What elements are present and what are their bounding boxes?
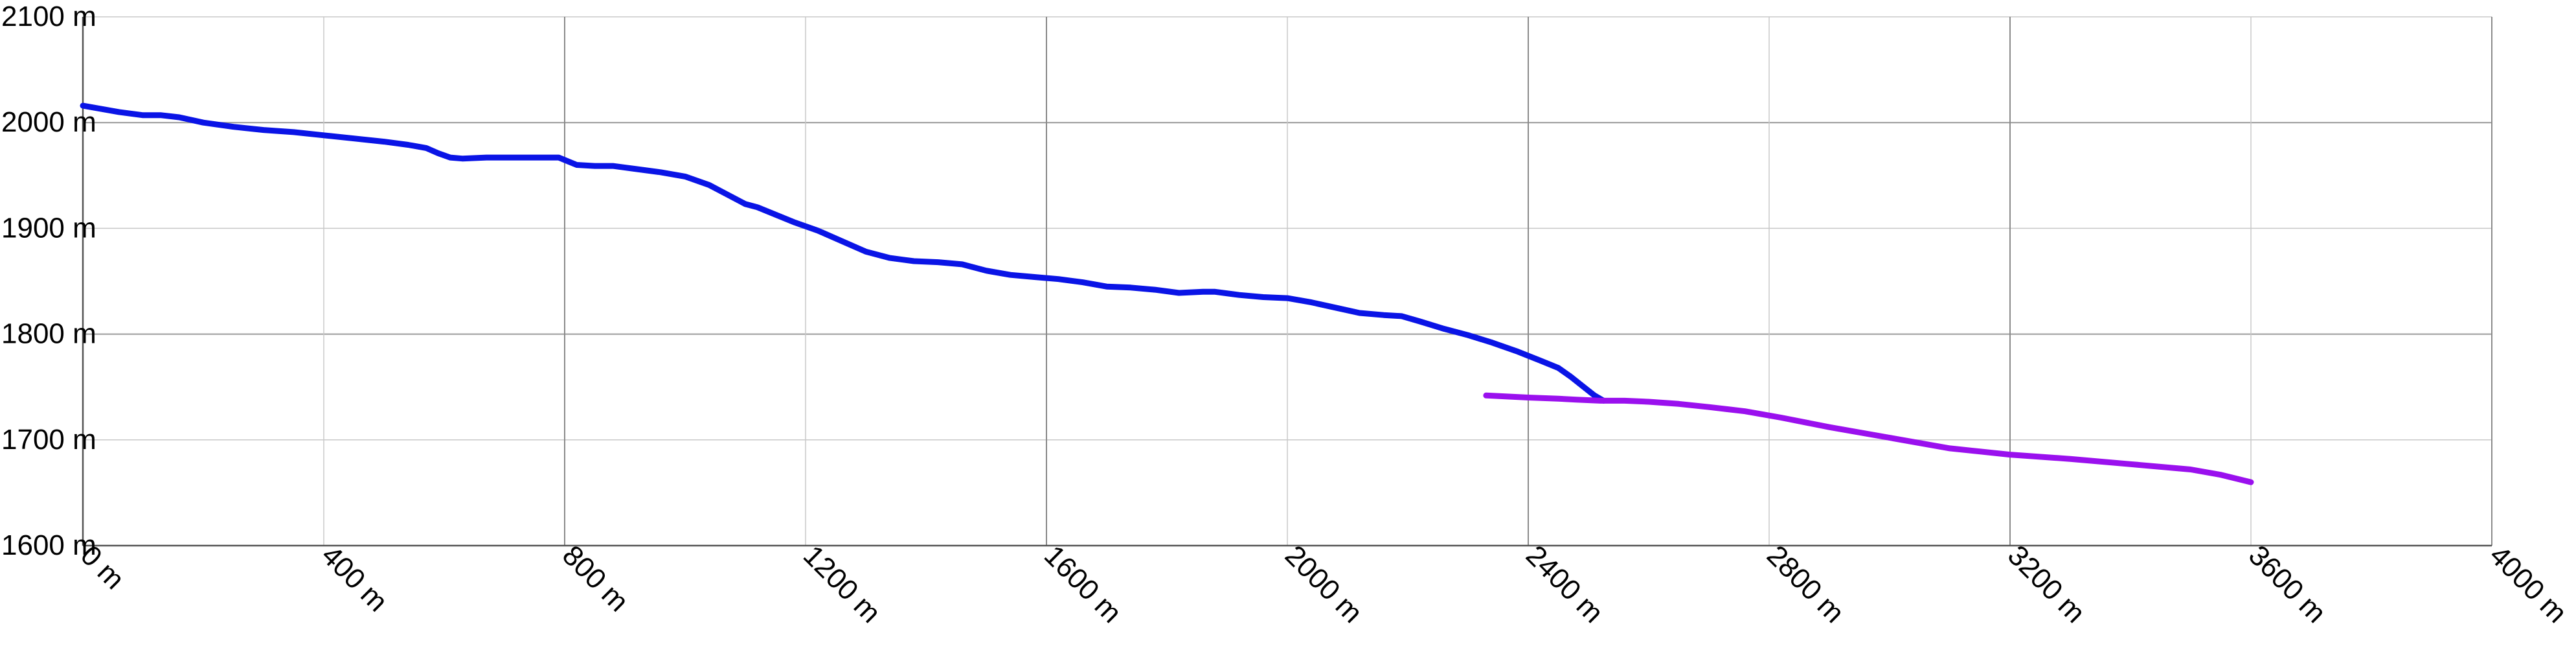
y-tick-label: 1800 m xyxy=(1,318,96,350)
series-lines xyxy=(80,102,2254,485)
y-tick-label: 1700 m xyxy=(1,424,96,456)
x-tick-label: 2400 m xyxy=(1520,539,1609,629)
x-tick-label: 4000 m xyxy=(2483,539,2573,629)
grid xyxy=(82,16,2492,546)
y-tick-label: 1600 m xyxy=(1,529,96,561)
x-tick-label: 2800 m xyxy=(1761,539,1850,629)
y-tick-label: 2100 m xyxy=(1,1,96,32)
y-tick-label: 1900 m xyxy=(1,212,96,244)
elevation-series-line-2 xyxy=(1483,392,2254,485)
y-tick-label: 2000 m xyxy=(1,106,96,138)
x-tick-label: 2000 m xyxy=(1279,539,1368,629)
x-tick-label: 3600 m xyxy=(2243,539,2332,629)
elevation-series-line-1 xyxy=(80,102,1607,404)
x-tick-label: 400 m xyxy=(315,539,394,618)
x-tick-label: 3200 m xyxy=(2002,539,2091,629)
x-tick-label: 800 m xyxy=(556,539,635,618)
x-tick-label: 1600 m xyxy=(1038,539,1127,629)
x-tick-label: 1200 m xyxy=(797,539,887,629)
